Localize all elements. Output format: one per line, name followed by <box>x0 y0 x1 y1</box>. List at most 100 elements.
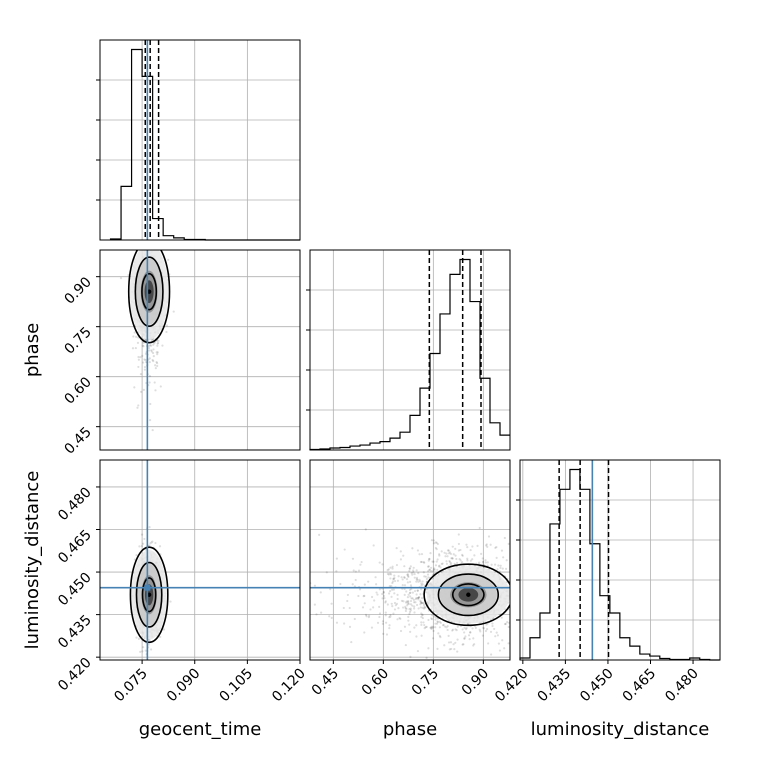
sample-point <box>384 601 387 604</box>
sample-point <box>147 346 151 350</box>
sample-point <box>421 616 424 620</box>
sample-point <box>381 592 384 596</box>
sample-point <box>513 622 515 624</box>
sample-point <box>443 551 446 554</box>
sample-point <box>376 621 380 624</box>
sample-point <box>537 624 539 626</box>
sample-point <box>414 601 417 604</box>
sample-point <box>438 553 441 556</box>
sample-point <box>415 578 418 581</box>
sample-point <box>540 589 542 591</box>
sample-point <box>506 621 509 624</box>
tick-label-phase: 0.60 <box>61 374 94 407</box>
sample-point <box>457 549 460 552</box>
sample-point <box>406 596 410 599</box>
sample-point <box>143 537 146 541</box>
sample-point <box>536 607 538 609</box>
sample-point <box>439 621 442 624</box>
sample-point <box>148 381 151 384</box>
sample-point <box>415 576 419 579</box>
sample-point <box>155 351 158 354</box>
sample-point <box>362 660 364 662</box>
sample-point <box>426 573 430 576</box>
sample-point <box>430 617 433 620</box>
sample-point <box>438 626 441 629</box>
sample-point <box>419 599 422 602</box>
sample-point <box>446 625 449 628</box>
sample-point <box>485 628 489 631</box>
sample-point <box>363 631 366 634</box>
sample-point <box>404 607 407 610</box>
sample-point <box>516 581 518 583</box>
sample-point <box>432 542 436 545</box>
sample-point <box>415 624 418 627</box>
sample-point <box>442 624 445 627</box>
sample-point <box>443 644 446 647</box>
sample-point <box>390 595 393 598</box>
sample-point <box>435 622 439 625</box>
sample-point <box>439 636 442 639</box>
sample-point <box>328 615 331 618</box>
sample-point <box>441 562 444 565</box>
sample-point <box>416 603 419 607</box>
sample-point <box>432 539 435 542</box>
sample-point <box>370 595 374 599</box>
sample-point <box>271 582 273 584</box>
tick-label-luminosity_distance: 0.465 <box>620 666 660 706</box>
sample-point <box>466 557 469 560</box>
sample-point <box>458 557 461 561</box>
sample-point <box>407 602 410 606</box>
sample-point <box>136 406 139 409</box>
sample-point <box>407 593 410 596</box>
sample-point <box>431 614 434 617</box>
contour-line <box>141 272 158 311</box>
sample-point <box>430 566 433 569</box>
sample-point <box>373 599 376 602</box>
sample-point <box>494 546 497 549</box>
sample-point <box>346 599 349 603</box>
sample-point <box>402 606 405 609</box>
sample-point <box>432 560 435 563</box>
sample-point <box>471 558 474 561</box>
sample-point <box>424 606 427 609</box>
sample-point <box>142 646 145 649</box>
sample-point <box>481 557 484 560</box>
contour-line <box>129 546 169 644</box>
sample-point <box>330 616 333 620</box>
sample-point <box>409 655 412 658</box>
sample-point <box>417 607 420 610</box>
sample-point <box>384 621 388 624</box>
sample-point <box>389 573 393 576</box>
sample-point <box>403 625 407 628</box>
sample-point <box>140 390 143 393</box>
sample-point <box>395 602 399 605</box>
sample-point <box>490 563 493 566</box>
sample-point <box>141 354 144 358</box>
sample-point <box>407 600 410 603</box>
sample-point <box>419 580 422 583</box>
sample-point <box>507 542 510 546</box>
sample-point <box>426 602 430 605</box>
sample-point <box>455 561 459 564</box>
sample-point <box>473 643 476 646</box>
sample-point <box>140 544 143 548</box>
sample-point <box>517 564 519 566</box>
sample-point <box>428 558 431 561</box>
sample-point <box>494 635 497 638</box>
sample-point <box>455 629 458 632</box>
sample-point <box>528 584 530 586</box>
sample-point <box>435 541 438 544</box>
sample-point <box>513 591 515 593</box>
sample-point <box>431 637 435 640</box>
sample-point <box>406 604 409 607</box>
sample-point <box>496 634 499 637</box>
sample-point <box>448 551 452 554</box>
sample-point <box>388 615 391 619</box>
axis-label-geocent_time: geocent_time <box>139 719 262 740</box>
sample-point <box>149 542 152 545</box>
sample-point <box>411 591 414 594</box>
sample-point <box>500 549 504 552</box>
sample-point <box>430 625 434 628</box>
sample-point <box>392 612 395 615</box>
sample-point <box>405 578 409 581</box>
